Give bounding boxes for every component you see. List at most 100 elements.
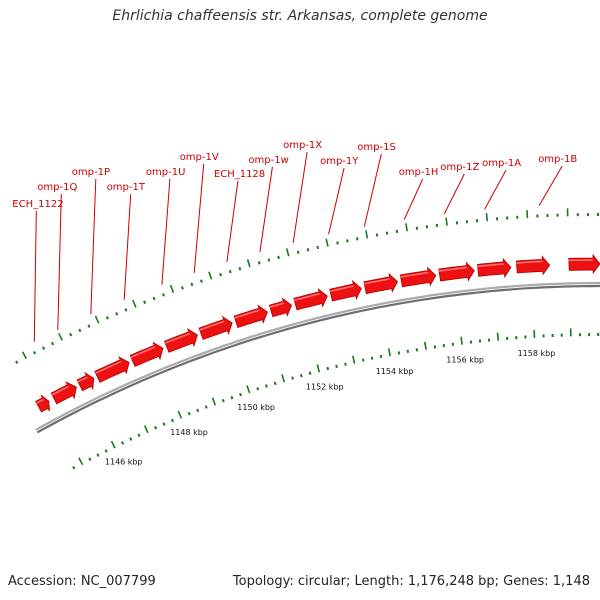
inner-tick-minor [187, 411, 191, 416]
gene-label-leader [33, 210, 37, 342]
scale-label: 1154 kbp [376, 367, 414, 376]
gene-track [35, 253, 600, 413]
gene-label[interactable]: omp-1X [283, 140, 322, 151]
inner-tick-major [246, 385, 251, 394]
outer-tick-major [94, 315, 100, 324]
outer-tick-major [405, 223, 408, 232]
outer-tick-major [285, 248, 290, 257]
gene-label[interactable]: omp-1B [538, 154, 577, 165]
outer-tick-minor [115, 312, 119, 316]
gene-label-leader [328, 167, 345, 235]
inner-tick-major [78, 457, 84, 466]
outer-tick-major [132, 299, 137, 308]
gene-label[interactable]: omp-1U [146, 167, 186, 178]
gene-label[interactable]: omp-1Z [440, 162, 479, 173]
gene-arrow-highlight [294, 293, 320, 302]
inner-tick-minor [162, 422, 166, 426]
inner-tick-minor [196, 408, 200, 413]
inner-tick-minor [379, 354, 383, 359]
outer-tick-minor [87, 324, 91, 328]
inner-tick-minor [291, 376, 294, 380]
inner-tick-major [387, 348, 391, 357]
inner-tick-minor [397, 351, 401, 355]
outer-tick-minor [277, 255, 280, 260]
gene-label-leader [443, 173, 465, 215]
outer-tick-minor [190, 282, 194, 287]
gene-label[interactable]: ECH_1122 [12, 199, 63, 210]
gene-arrow[interactable] [438, 261, 475, 282]
inner-tick-minor [230, 395, 234, 400]
gene-arrow-highlight [51, 385, 69, 396]
gene-label[interactable]: ECH_1128 [214, 169, 265, 180]
gene-label-leader [161, 178, 171, 285]
gene-label-leader [90, 178, 97, 315]
gene-label[interactable]: omp-1S [357, 142, 396, 153]
outer-tick-minor [385, 231, 389, 235]
inner-tick-minor [344, 362, 347, 366]
gene-arrow[interactable] [399, 266, 437, 288]
accession-label: Accession: NC_007799 [8, 574, 156, 589]
gene-label[interactable]: omp-1A [482, 158, 521, 169]
gene-label-leader [226, 180, 239, 262]
gene-label-leader [57, 193, 62, 331]
inner-tick-major [316, 364, 321, 373]
gene-arrow[interactable] [35, 394, 50, 413]
inner-tick-minor [308, 371, 312, 375]
outer-tick-minor [50, 341, 55, 346]
outer-tick-minor [15, 360, 19, 364]
gene-arrow[interactable] [198, 315, 233, 340]
gene-label[interactable]: omp-1w [248, 155, 288, 166]
outer-tick-minor [78, 328, 82, 333]
outer-tick-minor [346, 239, 349, 243]
outer-tick-major [325, 238, 329, 247]
tick-marks [15, 208, 600, 470]
gene-arrow[interactable] [163, 328, 198, 353]
inner-tick-major [110, 440, 116, 449]
gene-label-leader [403, 178, 424, 220]
outer-tick-minor [124, 308, 128, 312]
gene-label-leader [538, 165, 563, 206]
gene-arrow-highlight [364, 278, 391, 285]
scale-label: 1148 kbp [170, 428, 208, 437]
scale-label: 1150 kbp [237, 403, 275, 412]
inner-tick-minor [265, 384, 268, 388]
gene-arrow[interactable] [129, 341, 164, 367]
inner-tick-major [281, 374, 286, 383]
inner-tick-minor [433, 345, 437, 349]
inner-tick-minor [96, 453, 100, 457]
gene-arrow-highlight [36, 398, 44, 404]
gene-arrow[interactable] [50, 381, 77, 405]
gene-label[interactable]: omp-1H [399, 167, 439, 178]
inner-tick-major [424, 341, 427, 350]
gene-arrow-highlight [95, 360, 122, 374]
outer-tick-minor [257, 261, 261, 265]
gene-arrow[interactable] [363, 272, 398, 295]
outer-tick-major [246, 259, 251, 268]
gene-label[interactable]: omp-1V [180, 152, 219, 163]
gene-arrow[interactable] [477, 257, 512, 279]
outer-tick-minor [267, 258, 271, 262]
gene-arrow[interactable] [515, 255, 551, 276]
gene-label[interactable]: omp-1Q [37, 182, 77, 193]
outer-tick-major [21, 351, 28, 360]
gene-arrow-highlight [77, 376, 88, 383]
gene-label[interactable]: omp-1Y [320, 156, 359, 167]
inner-tick-minor [442, 343, 446, 348]
inner-tick-major [496, 332, 500, 341]
outer-tick-minor [336, 241, 339, 245]
gene-label[interactable]: omp-1T [107, 182, 146, 193]
gene-arrow[interactable] [268, 297, 293, 318]
inner-tick-minor [239, 392, 242, 397]
inner-tick-major [177, 410, 183, 419]
outer-tick-major [57, 332, 64, 341]
inner-tick-minor [273, 381, 277, 386]
gene-arrow-highlight [516, 260, 543, 264]
inner-tick-minor [137, 433, 141, 437]
gene-arrow[interactable] [76, 371, 95, 392]
genome-stats: Topology: circular; Length: 1,176,248 bp… [232, 574, 590, 589]
gene-arrow[interactable] [94, 356, 130, 383]
gene-arrow[interactable] [568, 253, 600, 275]
gene-label[interactable]: omp-1P [72, 167, 110, 178]
gene-label-leader [259, 166, 273, 253]
